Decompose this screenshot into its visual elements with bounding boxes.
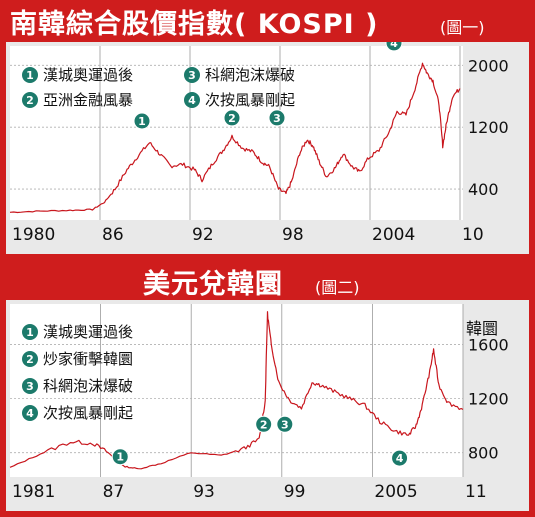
- chart1-banner: 南韓綜合股價指數( KOSPI ) (圖一): [0, 0, 535, 40]
- legend-badge-number: 4: [188, 94, 196, 107]
- y-tick-label: 1600: [468, 336, 509, 355]
- chart1-title: 南韓綜合股價指數( KOSPI ): [10, 9, 379, 40]
- y-tick-label: 800: [468, 444, 499, 463]
- y-tick-label: 1200: [468, 118, 509, 137]
- event-marker-circle: [133, 112, 151, 130]
- x-tick-label: 1980: [12, 225, 55, 245]
- legend-badge-number: 1: [26, 326, 34, 339]
- chart1-panel: 1 2 3 4 1 漢城奧運過後 2 亞洲金融風暴 3 科網泡沫爆破 4 次按風暴剛起 2000 1200…: [6, 34, 529, 254]
- kospi-chart: 1 2 3 4 1 漢城奧運過後 2 亞洲金融風暴 3 科網泡沫爆破 4 次按風暴剛起 2000 1200…: [9, 34, 509, 245]
- legend-badge: [184, 92, 200, 108]
- legend-badge: [22, 67, 38, 83]
- legend-badge: [22, 324, 38, 340]
- legend-badge-number: 3: [26, 380, 34, 393]
- x-tick-label: 92: [192, 225, 214, 245]
- legend-label: 炒家衝擊韓圜: [43, 350, 133, 368]
- series-line: [9, 311, 464, 470]
- legend-badge: [184, 67, 200, 83]
- y-axis-label: 韓圜: [466, 319, 498, 338]
- legend-label: 次按風暴剛起: [43, 404, 133, 422]
- legend-badge-number: 4: [26, 407, 34, 420]
- legend-label: 亞洲金融風暴: [43, 91, 133, 109]
- event-marker-circle: [391, 449, 409, 467]
- chart2-title: 美元兌韓圜: [143, 269, 283, 300]
- x-tick-label: 10: [462, 225, 484, 245]
- event-marker-circle: [223, 109, 241, 127]
- legend-badge-number: 3: [188, 69, 196, 82]
- x-tick-label: 99: [284, 482, 306, 502]
- event-marker-circle: [255, 415, 273, 433]
- legend-label: 科網泡沫爆破: [205, 66, 295, 84]
- x-tick-label: 87: [103, 482, 125, 502]
- y-tick-label: 400: [468, 180, 499, 199]
- plot-area: [10, 46, 463, 220]
- x-tick-label: 93: [193, 482, 215, 502]
- event-marker-circle: [111, 448, 129, 466]
- event-marker-label: 1: [138, 115, 146, 128]
- event-marker-label: 3: [273, 112, 281, 125]
- event-marker-label: 1: [116, 451, 124, 464]
- chart2-banner: 美元兌韓圜 (圖二): [0, 260, 535, 300]
- event-marker-label: 4: [390, 42, 398, 50]
- y-tick-label: 2000: [468, 56, 509, 75]
- chart2-panel: 1 2 3 4 1 漢城奧運過後 2 炒家衝擊韓圜 3 科網泡沫爆破 4 次按風暴剛起 1600 1200…: [6, 300, 529, 511]
- legend-label: 次按風暴剛起: [205, 91, 295, 109]
- legend-badge-number: 2: [26, 353, 34, 366]
- legend-label: 漢城奧運過後: [43, 66, 133, 84]
- event-marker-label: 4: [396, 452, 404, 465]
- legend-badge-number: 2: [26, 94, 34, 107]
- chart2-subtitle: (圖二): [315, 278, 360, 297]
- event-marker-circle: [276, 415, 294, 433]
- event-marker-circle: [268, 109, 286, 127]
- legend-badge-number: 1: [26, 69, 34, 82]
- x-tick-label: 98: [282, 225, 304, 245]
- legend-badge: [22, 351, 38, 367]
- x-tick-label: 1981: [12, 482, 55, 502]
- legend-label: 漢城奧運過後: [43, 323, 133, 341]
- event-marker-label: 2: [260, 418, 268, 431]
- legend-badge: [22, 405, 38, 421]
- legend-badge: [22, 92, 38, 108]
- legend-badge: [22, 378, 38, 394]
- x-tick-label: 2005: [374, 482, 417, 502]
- series-line: [9, 62, 461, 214]
- x-tick-label: 2004: [372, 225, 415, 245]
- event-marker-label: 2: [228, 112, 236, 125]
- y-tick-label: 1200: [468, 390, 509, 409]
- event-marker-label: 3: [281, 418, 289, 431]
- x-tick-label: 86: [102, 225, 124, 245]
- plot-area: [10, 304, 463, 477]
- chart1-subtitle: (圖一): [440, 18, 485, 37]
- legend-label: 科網泡沫爆破: [43, 377, 133, 395]
- x-tick-label: 11: [465, 482, 487, 502]
